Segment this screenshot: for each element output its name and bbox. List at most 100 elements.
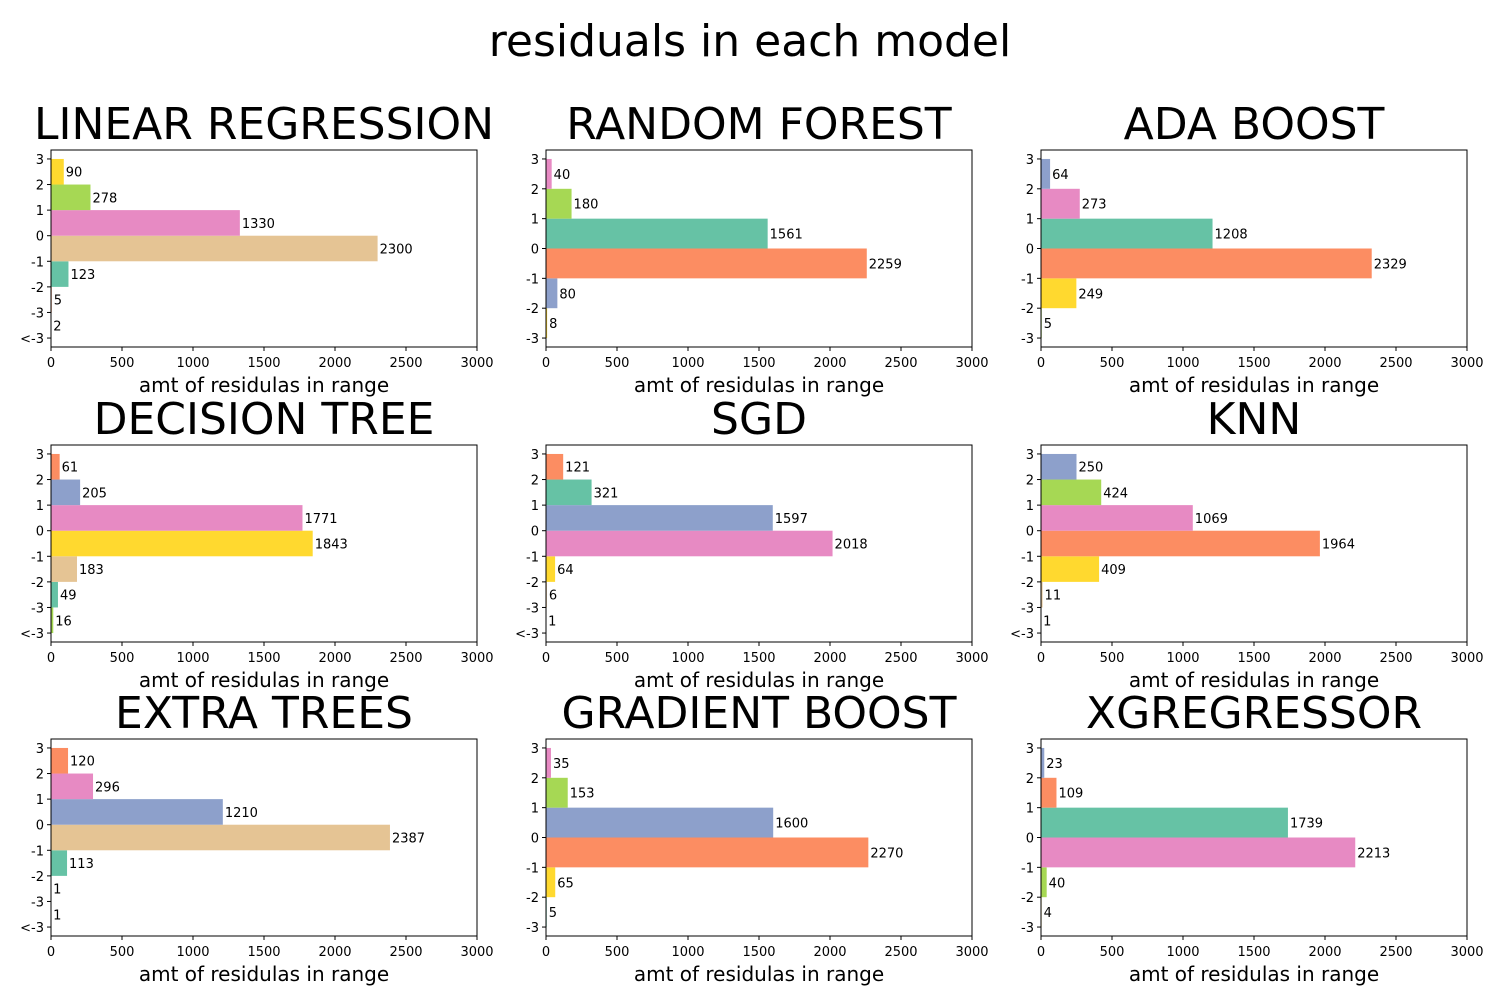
x-tick-label: 2500 <box>1379 945 1412 960</box>
value-label: 1597 <box>775 512 808 527</box>
y-tick-label: <-3 <box>20 921 44 936</box>
y-tick-label: 1 <box>36 499 44 514</box>
bar <box>51 530 313 557</box>
value-label: 1 <box>53 908 61 923</box>
x-tick-label: 3000 <box>1450 651 1483 666</box>
y-tick-label: -1 <box>1021 861 1034 876</box>
y-tick-label: 0 <box>531 243 539 258</box>
value-label: 1 <box>548 614 556 629</box>
x-tick-label: 1000 <box>176 945 209 960</box>
y-tick-label: 3 <box>531 448 539 463</box>
subplot-title: KNN <box>1207 394 1302 445</box>
bar <box>1041 556 1100 582</box>
bar <box>546 837 869 868</box>
x-tick-label: 1500 <box>742 945 775 960</box>
y-tick-label: -2 <box>1021 576 1034 591</box>
value-label: 120 <box>70 755 95 770</box>
x-tick-label: 1500 <box>742 651 775 666</box>
value-label: 1069 <box>1195 512 1228 527</box>
x-tick-label: 2000 <box>813 651 846 666</box>
value-label: 1 <box>1043 614 1051 629</box>
x-tick-label: 500 <box>110 651 135 666</box>
y-tick-label: 0 <box>36 230 44 245</box>
value-label: 2259 <box>869 257 902 272</box>
subplot-title: EXTRA TREES <box>115 688 413 739</box>
value-label: 180 <box>574 198 599 213</box>
value-label: 16 <box>55 614 72 629</box>
x-tick-label: 1500 <box>742 356 775 371</box>
x-axis-label: amt of residulas in range <box>634 668 884 692</box>
value-label: 2329 <box>1374 257 1407 272</box>
y-tick-label: 1 <box>531 499 539 514</box>
figure-title: residuals in each model <box>489 16 1011 67</box>
x-tick-label: 2500 <box>1379 651 1412 666</box>
bar <box>546 556 556 582</box>
x-tick-label: 1500 <box>247 651 280 666</box>
bar <box>51 210 240 236</box>
bar <box>546 308 548 339</box>
y-tick-label: 2 <box>531 183 539 198</box>
subplot-title: LINEAR REGRESSION <box>34 99 494 150</box>
value-label: 49 <box>60 589 77 604</box>
bar <box>1041 278 1077 309</box>
x-tick-label: 0 <box>47 651 55 666</box>
x-axis-label: amt of residulas in range <box>139 373 389 397</box>
y-tick-label: 2 <box>531 474 539 489</box>
x-tick-label: 0 <box>47 356 55 371</box>
y-tick-label: 0 <box>531 832 539 847</box>
value-label: 296 <box>95 780 120 795</box>
value-label: 1771 <box>304 512 337 527</box>
x-tick-label: 500 <box>605 356 630 371</box>
x-tick-label: 2000 <box>1308 356 1341 371</box>
y-tick-label: -1 <box>31 255 44 270</box>
y-tick-label: -1 <box>31 550 44 565</box>
value-label: 11 <box>1045 589 1062 604</box>
value-label: 2 <box>53 319 61 334</box>
x-axis-label: amt of residulas in range <box>634 962 884 986</box>
subplot-title: RANDOM FOREST <box>566 99 952 150</box>
value-label: 5 <box>54 294 62 309</box>
value-label: 65 <box>557 876 574 891</box>
bar <box>546 530 833 557</box>
x-tick-label: 2000 <box>318 945 351 960</box>
bar <box>1041 453 1077 480</box>
y-tick-label: -2 <box>1021 891 1034 906</box>
x-tick-label: 1500 <box>1237 356 1270 371</box>
y-tick-label: -3 <box>1021 601 1034 616</box>
x-tick-label: 1000 <box>671 651 704 666</box>
value-label: 5 <box>1044 317 1052 332</box>
y-tick-label: 3 <box>1026 742 1034 757</box>
y-tick-label: -3 <box>31 895 44 910</box>
value-label: 153 <box>570 787 595 802</box>
y-tick-label: 1 <box>531 802 539 817</box>
bar <box>1041 248 1372 279</box>
y-tick-label: <-3 <box>1010 627 1034 642</box>
x-tick-label: 3000 <box>955 945 988 960</box>
value-label: 123 <box>70 268 95 283</box>
bar <box>546 867 556 898</box>
y-tick-label: -1 <box>526 861 539 876</box>
y-tick-label: 1 <box>1026 499 1034 514</box>
y-tick-label: -1 <box>526 272 539 287</box>
x-tick-label: 0 <box>542 945 550 960</box>
bar <box>51 261 69 287</box>
y-tick-label: <-3 <box>20 332 44 347</box>
x-tick-label: 1000 <box>1166 651 1199 666</box>
y-tick-label: -2 <box>526 302 539 317</box>
subplot-title: SGD <box>711 394 807 445</box>
y-tick-label: 3 <box>1026 448 1034 463</box>
y-tick-label: -2 <box>526 576 539 591</box>
x-tick-label: 500 <box>605 651 630 666</box>
y-tick-label: -2 <box>526 891 539 906</box>
y-tick-label: 3 <box>36 153 44 168</box>
bar <box>546 747 551 778</box>
bar <box>546 479 592 506</box>
value-label: 23 <box>1046 757 1063 772</box>
value-label: 2213 <box>1357 846 1390 861</box>
y-tick-label: -1 <box>31 844 44 859</box>
subplot-title: GRADIENT BOOST <box>562 688 957 739</box>
x-tick-label: 2500 <box>389 356 422 371</box>
x-tick-label: 500 <box>1100 651 1125 666</box>
value-label: 273 <box>1082 198 1107 213</box>
bar <box>1041 581 1043 608</box>
